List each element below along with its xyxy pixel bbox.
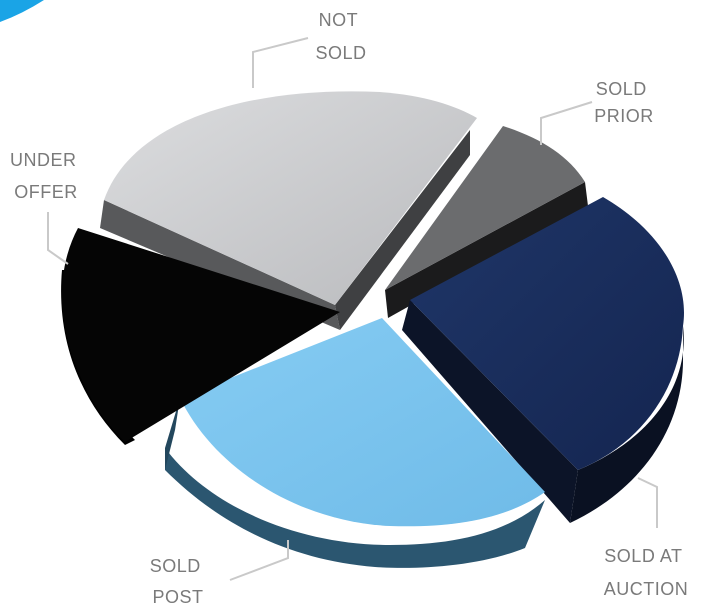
slice-top-sold-at-auction [410, 197, 685, 470]
label-sold-at-auction-line1: SOLD AT [604, 546, 682, 566]
label-not-sold: NOT SOLD [315, 10, 366, 63]
pie-slice-sold-post [165, 318, 545, 568]
slice-side-left-sold-post [165, 398, 180, 470]
pie-slice-sold-at-auction [402, 197, 685, 523]
slice-side-sold-prior [385, 182, 588, 318]
label-sold-prior-line1: SOLD [596, 79, 647, 99]
label-sold-at-auction: SOLD AT AUCTION [604, 546, 689, 599]
slice-top-sold-prior [385, 126, 585, 290]
slice-side-sold-at-auction [402, 300, 578, 523]
label-under-offer-line1: UNDER [10, 150, 77, 170]
label-not-sold-line2: SOLD [315, 43, 366, 63]
label-sold-at-auction-line2: AUCTION [604, 579, 689, 599]
slice-edge-not-sold [335, 130, 470, 330]
slice-top-sold-post [180, 318, 545, 527]
label-under-offer-line2: OFFER [14, 182, 78, 202]
leader-sold-prior [540, 101, 593, 145]
leader-under-offer [47, 212, 69, 265]
slice-top-not-sold [104, 91, 477, 305]
slice-rim-sold-at-auction [570, 326, 684, 523]
leader-sold-at-auction [637, 477, 658, 528]
label-sold-post-line1: SOLD [150, 556, 201, 576]
label-sold-post: SOLD POST [150, 556, 207, 607]
label-sold-prior-line2: PRIOR [594, 106, 654, 126]
leader-sold-post [229, 540, 289, 581]
label-under-offer: UNDER OFFER [10, 150, 82, 202]
corner-accent [0, 0, 44, 22]
leader-not-sold [252, 37, 309, 88]
slice-side-sold-post [165, 448, 545, 568]
pie-slice-under-offer [61, 228, 340, 445]
slice-top-under-offer [61, 228, 340, 442]
label-not-sold-line1: NOT [319, 10, 358, 30]
label-sold-post-line2: POST [152, 587, 203, 607]
pie-slice-sold-prior [385, 126, 588, 318]
label-sold-prior: SOLD PRIOR [594, 79, 654, 126]
